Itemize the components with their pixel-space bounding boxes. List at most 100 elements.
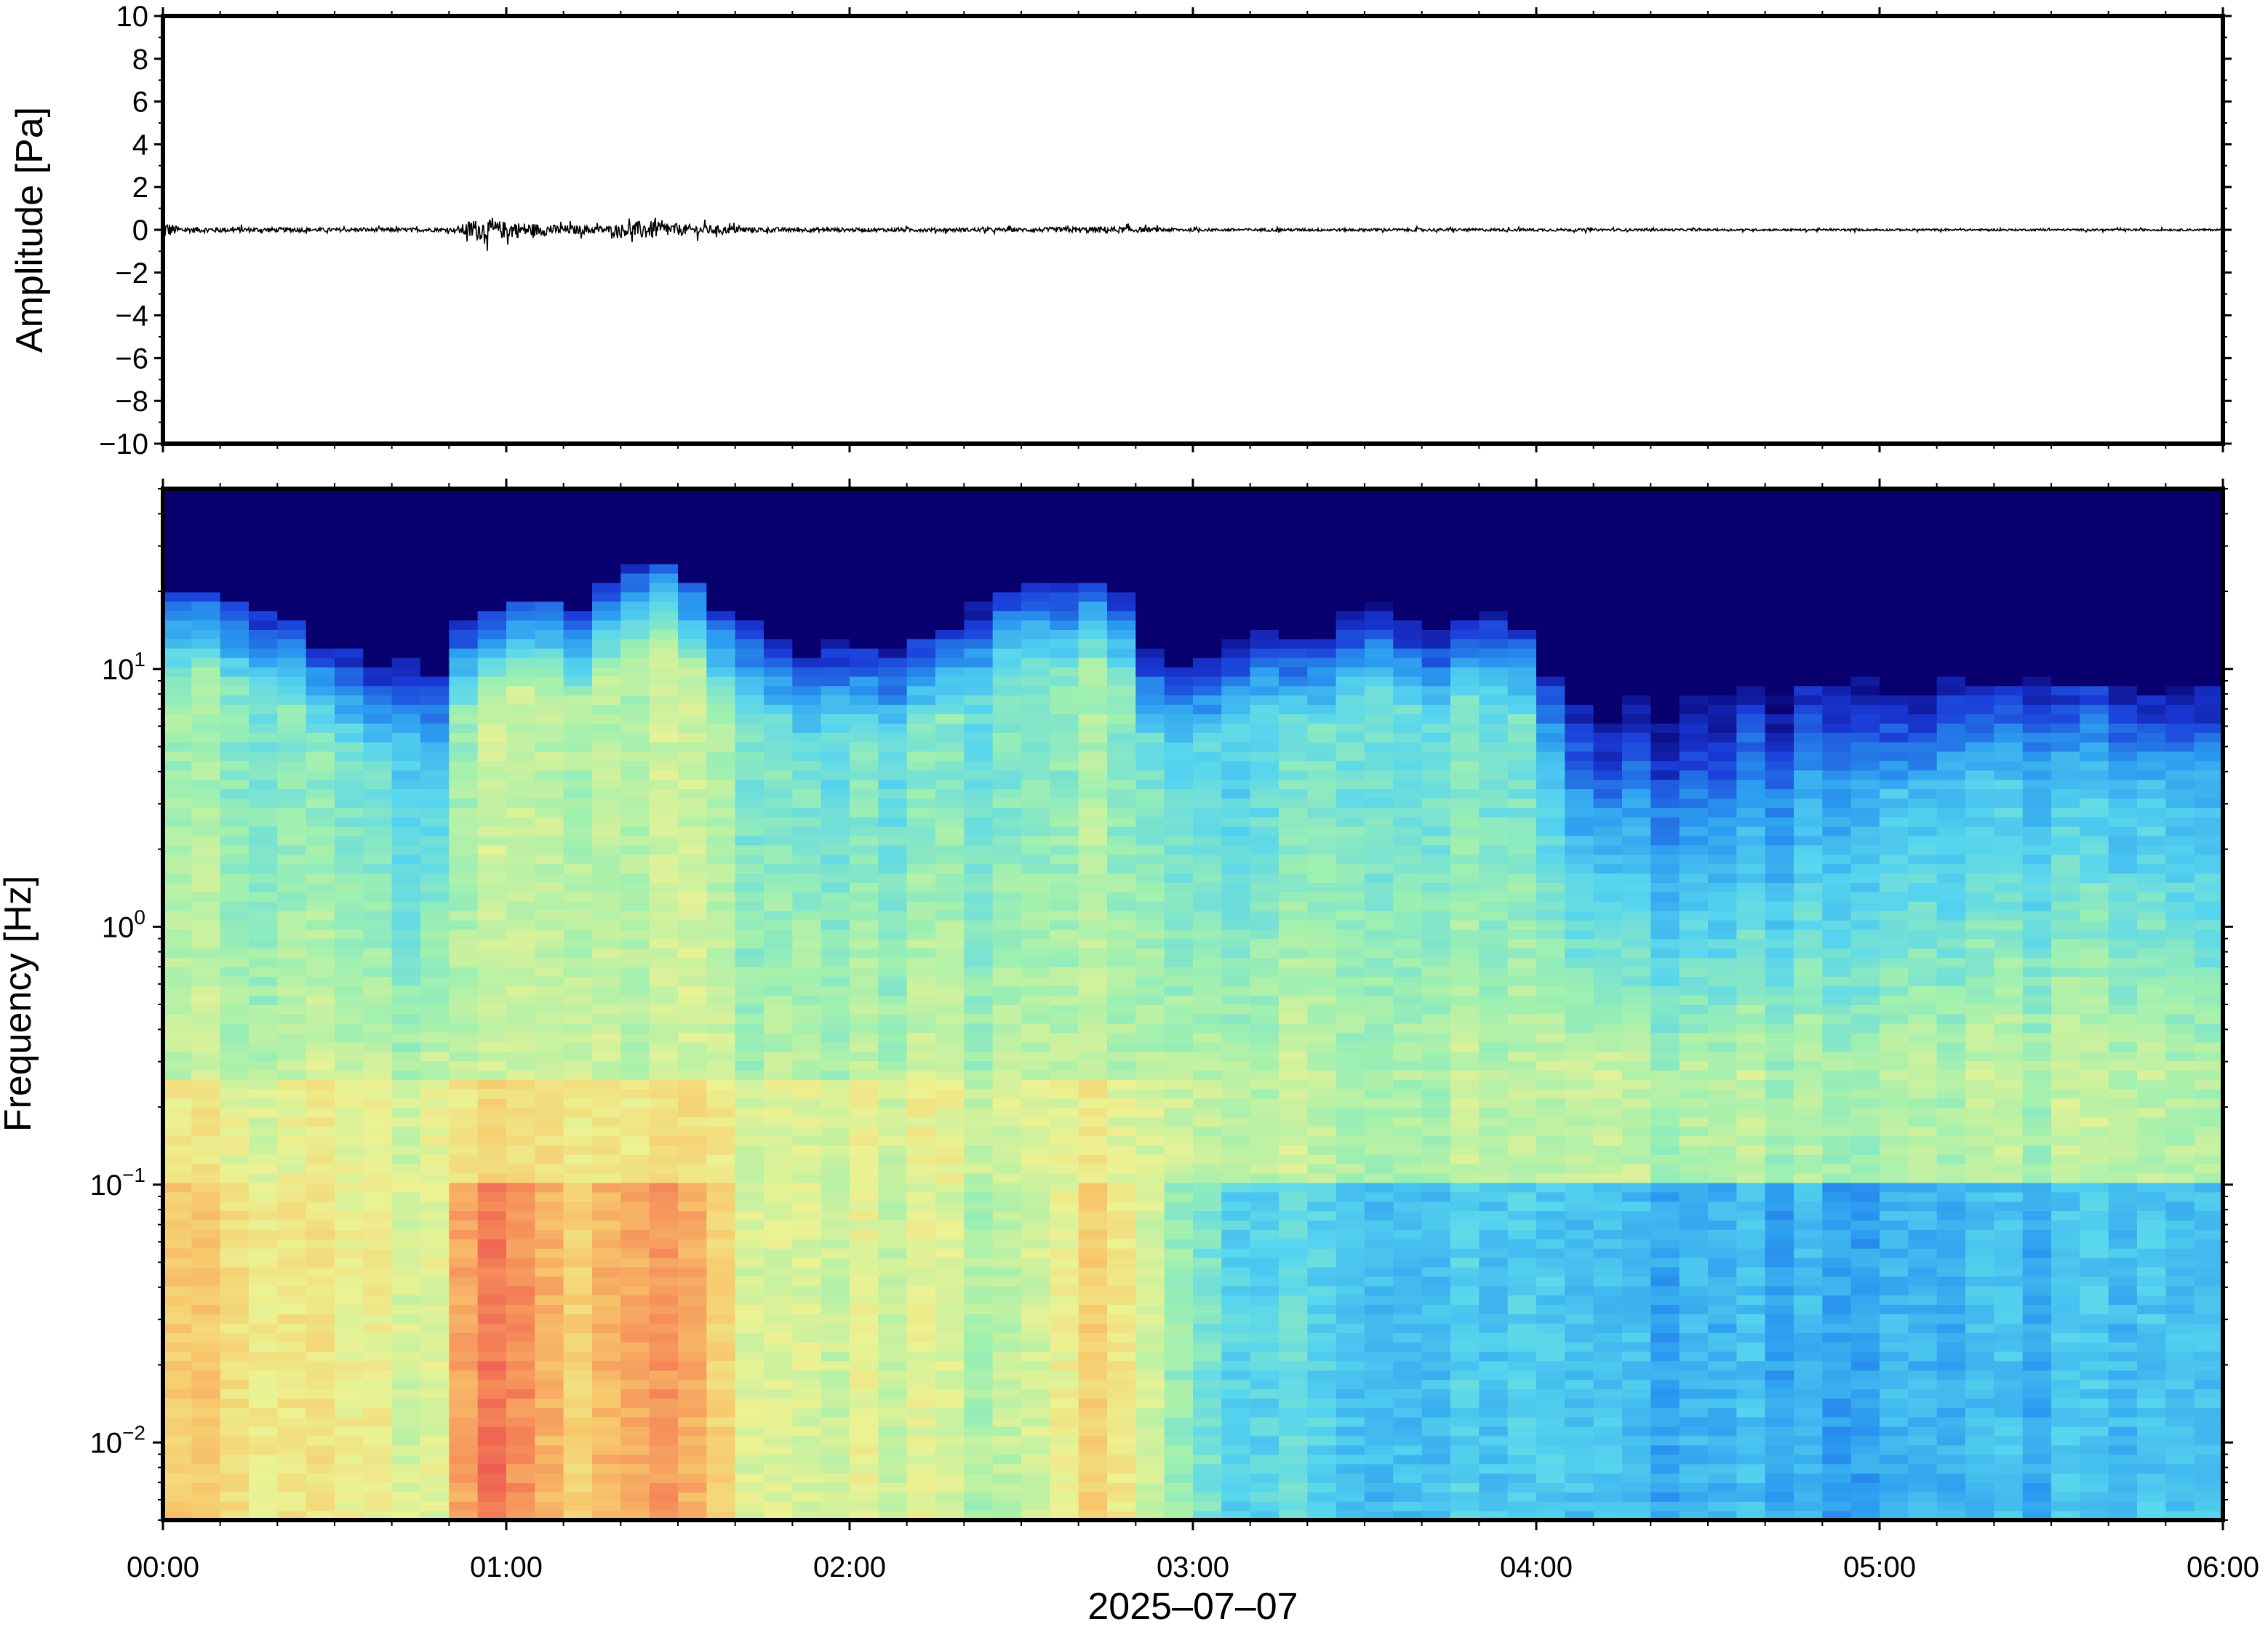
spectrogram-cell [1050, 732, 1079, 742]
spectrogram-cell [220, 1070, 249, 1079]
spectrogram-cell [821, 1426, 850, 1436]
spectrogram-cell [1393, 751, 1422, 761]
spectrogram-cell [564, 1220, 593, 1229]
spectrogram-cell [1107, 1407, 1136, 1417]
spectrogram-cell [420, 1436, 450, 1445]
spectrogram-cell [392, 836, 421, 845]
spectrogram-cell [506, 554, 535, 564]
spectrogram-cell [678, 1014, 707, 1023]
spectrogram-cell [277, 948, 306, 958]
spectrogram-cell [1193, 1464, 1222, 1474]
spectrogram-cell [220, 1314, 249, 1323]
spectrogram-cell [163, 611, 192, 620]
spectrogram-cell [1365, 1070, 1394, 1079]
spectrogram-cell [163, 1455, 192, 1464]
spectrogram-cell [535, 648, 564, 657]
spectrogram-cell [792, 1370, 821, 1380]
spectrogram-cell [935, 855, 965, 864]
spectrogram-cell [850, 770, 879, 780]
spectrogram-cell [706, 874, 735, 883]
spectrogram-cell [1050, 1455, 1079, 1464]
spectrogram-cell [821, 1023, 850, 1033]
spectrogram-cell [650, 695, 679, 705]
spectrogram-cell [993, 1173, 1022, 1183]
spectrogram-cell [792, 761, 821, 770]
spectrogram-cell [821, 601, 850, 611]
spectrogram-cell [1393, 817, 1422, 826]
spectrogram-cell [1079, 1342, 1108, 1351]
spectrogram-cell [993, 629, 1022, 639]
spectrogram-cell [878, 807, 907, 817]
spectrogram-cell [1050, 1192, 1079, 1202]
spectrogram-cell [1165, 1342, 1194, 1351]
spectrogram-cell [620, 1474, 650, 1483]
spectrogram-cell [620, 1332, 650, 1342]
spectrogram-cell [1250, 1258, 1279, 1267]
spectrogram-cell [650, 920, 679, 930]
spectrogram-cell [163, 1436, 192, 1445]
spectrogram-cell [735, 1014, 764, 1023]
spectrogram-cell [650, 1239, 679, 1248]
spectrogram-cell [592, 901, 621, 911]
spectrogram-cell [306, 686, 335, 695]
spectrogram-cell [1021, 1455, 1050, 1464]
spectrogram-cell [420, 517, 450, 527]
spectrogram-cell [1050, 1492, 1079, 1501]
spectrogram-cell [821, 1314, 850, 1323]
spectrogram-cell [1365, 1398, 1394, 1407]
spectrogram-cell [1393, 1464, 1422, 1474]
spectrogram-cell [1021, 855, 1050, 864]
spectrogram-cell [706, 1455, 735, 1464]
spectrogram-cell [935, 498, 965, 508]
spectrogram-cell [306, 704, 335, 713]
spectrogram-cell [535, 723, 564, 732]
spectrogram-cell [706, 1464, 735, 1474]
spectrogram-cell [878, 508, 907, 517]
spectrogram-cell [907, 1501, 936, 1511]
spectrogram-cell [478, 911, 507, 920]
spectrogram-cell [1021, 911, 1050, 920]
spectrogram-cell [335, 1474, 364, 1483]
spectrogram-cell [1135, 1474, 1165, 1483]
spectrogram-cell [1250, 995, 1279, 1004]
spectrogram-cell [678, 1351, 707, 1361]
spectrogram-cell [1165, 911, 1194, 920]
spectrogram-cell [993, 1295, 1022, 1305]
spectrogram-cell [478, 948, 507, 958]
spectrogram-cell [735, 1117, 764, 1127]
spectrogram-cell [1107, 527, 1136, 536]
spectrogram-cell [535, 732, 564, 742]
spectrogram-cell [650, 958, 679, 967]
spectrogram-cell [1050, 826, 1079, 836]
spectrogram-cell [1193, 1426, 1222, 1436]
spectrogram-cell [191, 874, 220, 883]
spectrogram-cell [620, 1380, 650, 1389]
spectrogram-cell [592, 798, 621, 807]
spectrogram-cell [163, 1089, 192, 1098]
spectrogram-cell [363, 1351, 392, 1361]
spectrogram-cell [1021, 892, 1050, 901]
spectrogram-cell [1079, 498, 1108, 508]
spectrogram-cell [363, 1014, 392, 1023]
spectrogram-cell [1250, 1295, 1279, 1305]
spectrogram-cell [1221, 667, 1250, 676]
spectrogram-cell [1193, 1286, 1222, 1295]
spectrogram-cell [706, 592, 735, 601]
spectrogram-cell [907, 629, 936, 639]
spectrogram-cell [506, 1192, 535, 1202]
spectrogram-cell [764, 1286, 793, 1295]
spectrogram-cell [163, 995, 192, 1004]
spectrogram-cell [1307, 1267, 1336, 1276]
spectrogram-cell [1107, 986, 1136, 995]
spectrogram-cell [592, 535, 621, 545]
spectrogram-cell [993, 1474, 1022, 1483]
spectrogram-cell [306, 911, 335, 920]
spectrogram-cell [1193, 601, 1222, 611]
spectrogram-cell [191, 1108, 220, 1117]
spectrogram-cell [650, 704, 679, 713]
spectrogram-cell [449, 695, 478, 705]
spectrogram-cell [907, 1407, 936, 1417]
spectrogram-cell [506, 1286, 535, 1295]
spectrogram-cell [420, 1004, 450, 1014]
spectrogram-cell [1079, 527, 1108, 536]
